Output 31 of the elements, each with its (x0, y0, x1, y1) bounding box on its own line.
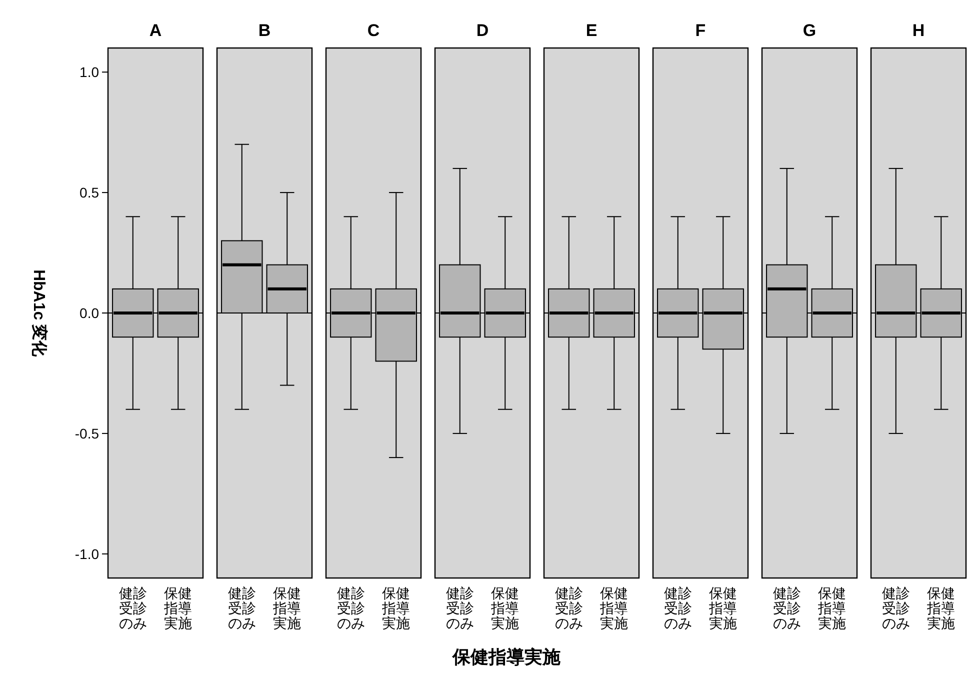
y-tick-label: -1.0 (74, 546, 100, 562)
x-axis-title: 保健指導実施 (451, 647, 560, 667)
x-tick-label: 健診受診のみ (336, 585, 365, 631)
x-tick-label: 保健指導実施 (490, 585, 520, 631)
x-tick-label: 保健指導実施 (599, 585, 628, 631)
y-tick-label: 1.0 (80, 64, 100, 80)
chart-title: A (149, 21, 162, 40)
chart-title: E (586, 21, 598, 40)
y-axis-title: HbA1c 変化 (30, 269, 49, 358)
x-tick-label: 保健指導実施 (926, 585, 956, 631)
y-tick-label: 0.5 (80, 184, 100, 200)
y-tick-label: -0.5 (74, 425, 100, 442)
y-tick-label: 0.0 (80, 304, 100, 321)
x-tick-label: 保健指導実施 (817, 585, 846, 631)
x-tick-label: 健診受診のみ (554, 585, 583, 631)
x-tick-label: 健診受診のみ (118, 585, 147, 631)
chart-title: H (912, 21, 925, 40)
x-tick-label: 健診受診のみ (664, 585, 692, 631)
x-tick-label: 健診受診のみ (882, 585, 910, 631)
x-tick-label: 保健指導実施 (272, 585, 302, 631)
chart-title: G (802, 21, 816, 40)
x-tick-label: 保健指導実施 (163, 585, 192, 631)
x-tick-label: 健診受診のみ (772, 585, 801, 631)
chart-title: B (258, 21, 271, 40)
x-tick-label: 保健指導実施 (381, 585, 410, 631)
x-tick-label: 保健指導実施 (708, 585, 738, 631)
chart-title: D (476, 21, 489, 40)
x-tick-label: 健診受診のみ (446, 585, 474, 631)
x-tick-label: 健診受診のみ (228, 585, 256, 631)
chart-title: F (695, 21, 706, 40)
chart-title: C (367, 21, 380, 40)
